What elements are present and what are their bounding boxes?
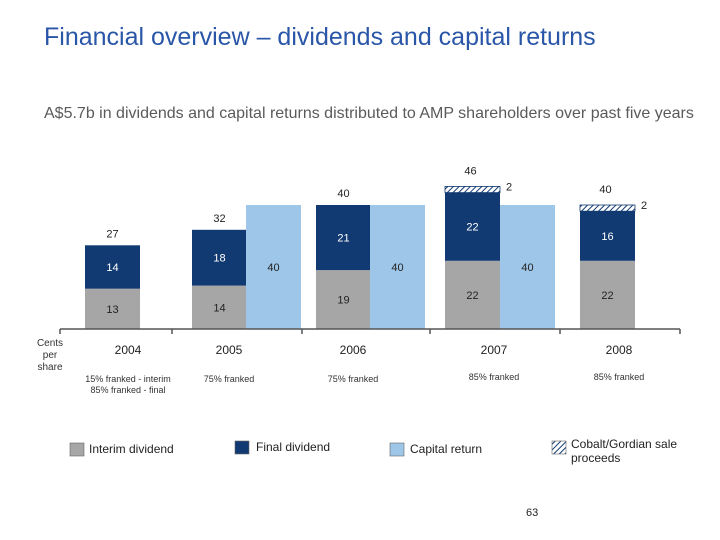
franking-2004-0: 15% franked - interim [85,374,171,384]
year-label-2006: 2006 [340,343,367,357]
bar-final-2008 [580,211,635,261]
bar-capital-2006 [370,205,425,329]
legend-layer: Interim dividend Final dividend Capital re… [69,437,677,465]
page-title: Financial overview – dividends and capit… [44,23,596,51]
page-number: 63 [526,507,539,519]
label-capital-2005: 40 [267,262,279,274]
label-final-2008: 16 [601,231,613,243]
label-cobalt-2007: 2 [506,181,512,193]
unit-label-0: Cents [37,338,63,349]
bar-capital-2005 [246,205,301,329]
legend-label-interim: Interim dividend [89,442,174,456]
legend-label-cobalt-2: proceeds [571,451,620,465]
bar-interim-2006 [316,270,371,329]
legend-swatch-capital [389,442,405,457]
label-final-2005: 18 [213,253,225,265]
label-capital-2006: 40 [391,262,403,274]
bar-cobalt-2008 [579,204,636,212]
label-total-2007: 46 [464,165,476,177]
bar-cobalt-2007 [444,185,501,193]
bar-capital-2007 [500,205,555,329]
label-interim-2007: 22 [466,290,478,302]
label-interim-2008: 22 [601,290,613,302]
franking-2005-0: 75% franked [204,374,255,384]
bars-layer [85,185,636,329]
label-cobalt-2008: 2 [641,200,647,212]
franking-2006-0: 75% franked [328,374,379,384]
legend-label-final: Final dividend [256,440,330,454]
label-interim-2006: 19 [337,295,349,307]
franking-2004-1: 85% franked - final [90,385,165,395]
year-label-2007: 2007 [481,343,508,357]
label-final-2004: 14 [106,262,118,274]
franking-2008-0: 85% franked [594,372,645,382]
label-total-2004: 27 [106,228,118,240]
label-final-2006: 21 [337,233,349,245]
unit-label-1: per [43,350,58,361]
legend-swatch-cobalt [551,440,567,455]
year-label-2005: 2005 [216,343,243,357]
legend-swatch-final [234,440,250,455]
label-total-2006: 40 [337,188,349,200]
bar-interim-2008 [580,260,635,329]
bar-interim-2004 [85,288,140,329]
label-interim-2005: 14 [213,302,225,314]
franking-2007-0: 85% franked [469,372,520,382]
unit-label-2: share [37,362,62,373]
bar-interim-2007 [445,260,500,329]
bar-interim-2005 [192,285,247,329]
bar-final-2005 [192,229,247,286]
legend-label-cobalt-1: Cobalt/Gordian sale [571,437,677,451]
year-label-2008: 2008 [606,343,633,357]
page-subtitle: A$5.7b in dividends and capital returns … [44,105,694,122]
bar-final-2006 [316,205,371,271]
label-total-2008: 40 [599,184,611,196]
legend-swatch-interim [69,442,85,457]
legend-label-capital: Capital return [410,442,482,456]
bar-final-2007 [445,192,500,261]
label-interim-2004: 13 [106,304,118,316]
year-label-2004: 2004 [115,343,142,357]
label-capital-2007: 40 [521,262,533,274]
bar-final-2004 [85,245,140,289]
label-final-2007: 22 [466,222,478,234]
label-total-2005: 32 [213,213,225,225]
